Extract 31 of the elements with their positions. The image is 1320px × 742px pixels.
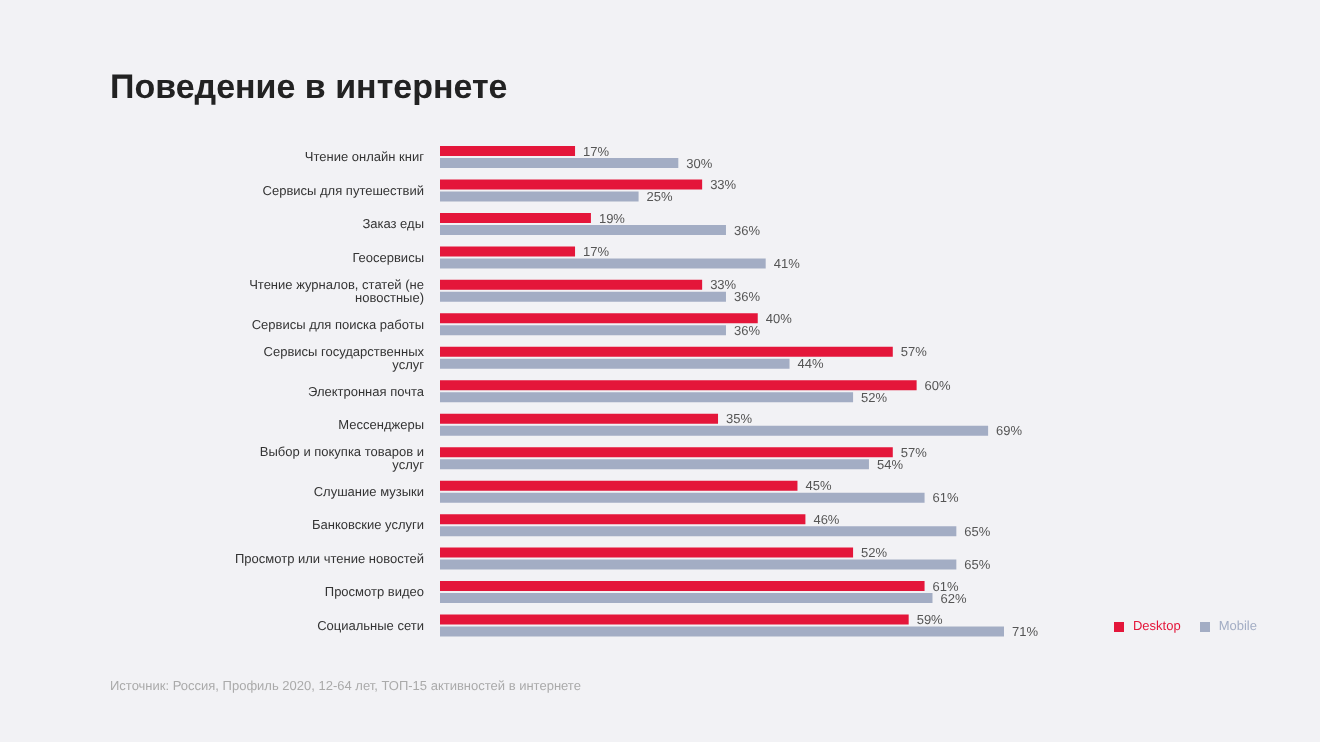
bar (440, 179, 703, 190)
bar (440, 246, 576, 257)
bar (440, 392, 854, 403)
bar (440, 258, 766, 269)
bar (440, 291, 726, 302)
bar (440, 492, 925, 503)
chart-title: Поведение в интернете (110, 68, 508, 108)
bar (440, 380, 917, 391)
bar (440, 593, 933, 604)
bar (440, 447, 893, 458)
bar (440, 425, 989, 436)
bar (440, 224, 726, 235)
bar (440, 526, 957, 537)
bar (440, 346, 893, 357)
bar (440, 547, 854, 558)
bar (440, 358, 790, 369)
bar (440, 413, 719, 424)
bar (440, 581, 925, 592)
bar (440, 158, 679, 168)
bar (440, 325, 726, 336)
bar (440, 459, 869, 470)
bar (440, 559, 957, 570)
bar (440, 313, 758, 324)
bar (440, 626, 1004, 637)
bar (440, 279, 703, 290)
bar (440, 480, 798, 491)
bar (440, 146, 576, 156)
bar (440, 212, 591, 223)
bar (440, 614, 909, 625)
bar (440, 514, 806, 525)
bar (440, 191, 639, 202)
